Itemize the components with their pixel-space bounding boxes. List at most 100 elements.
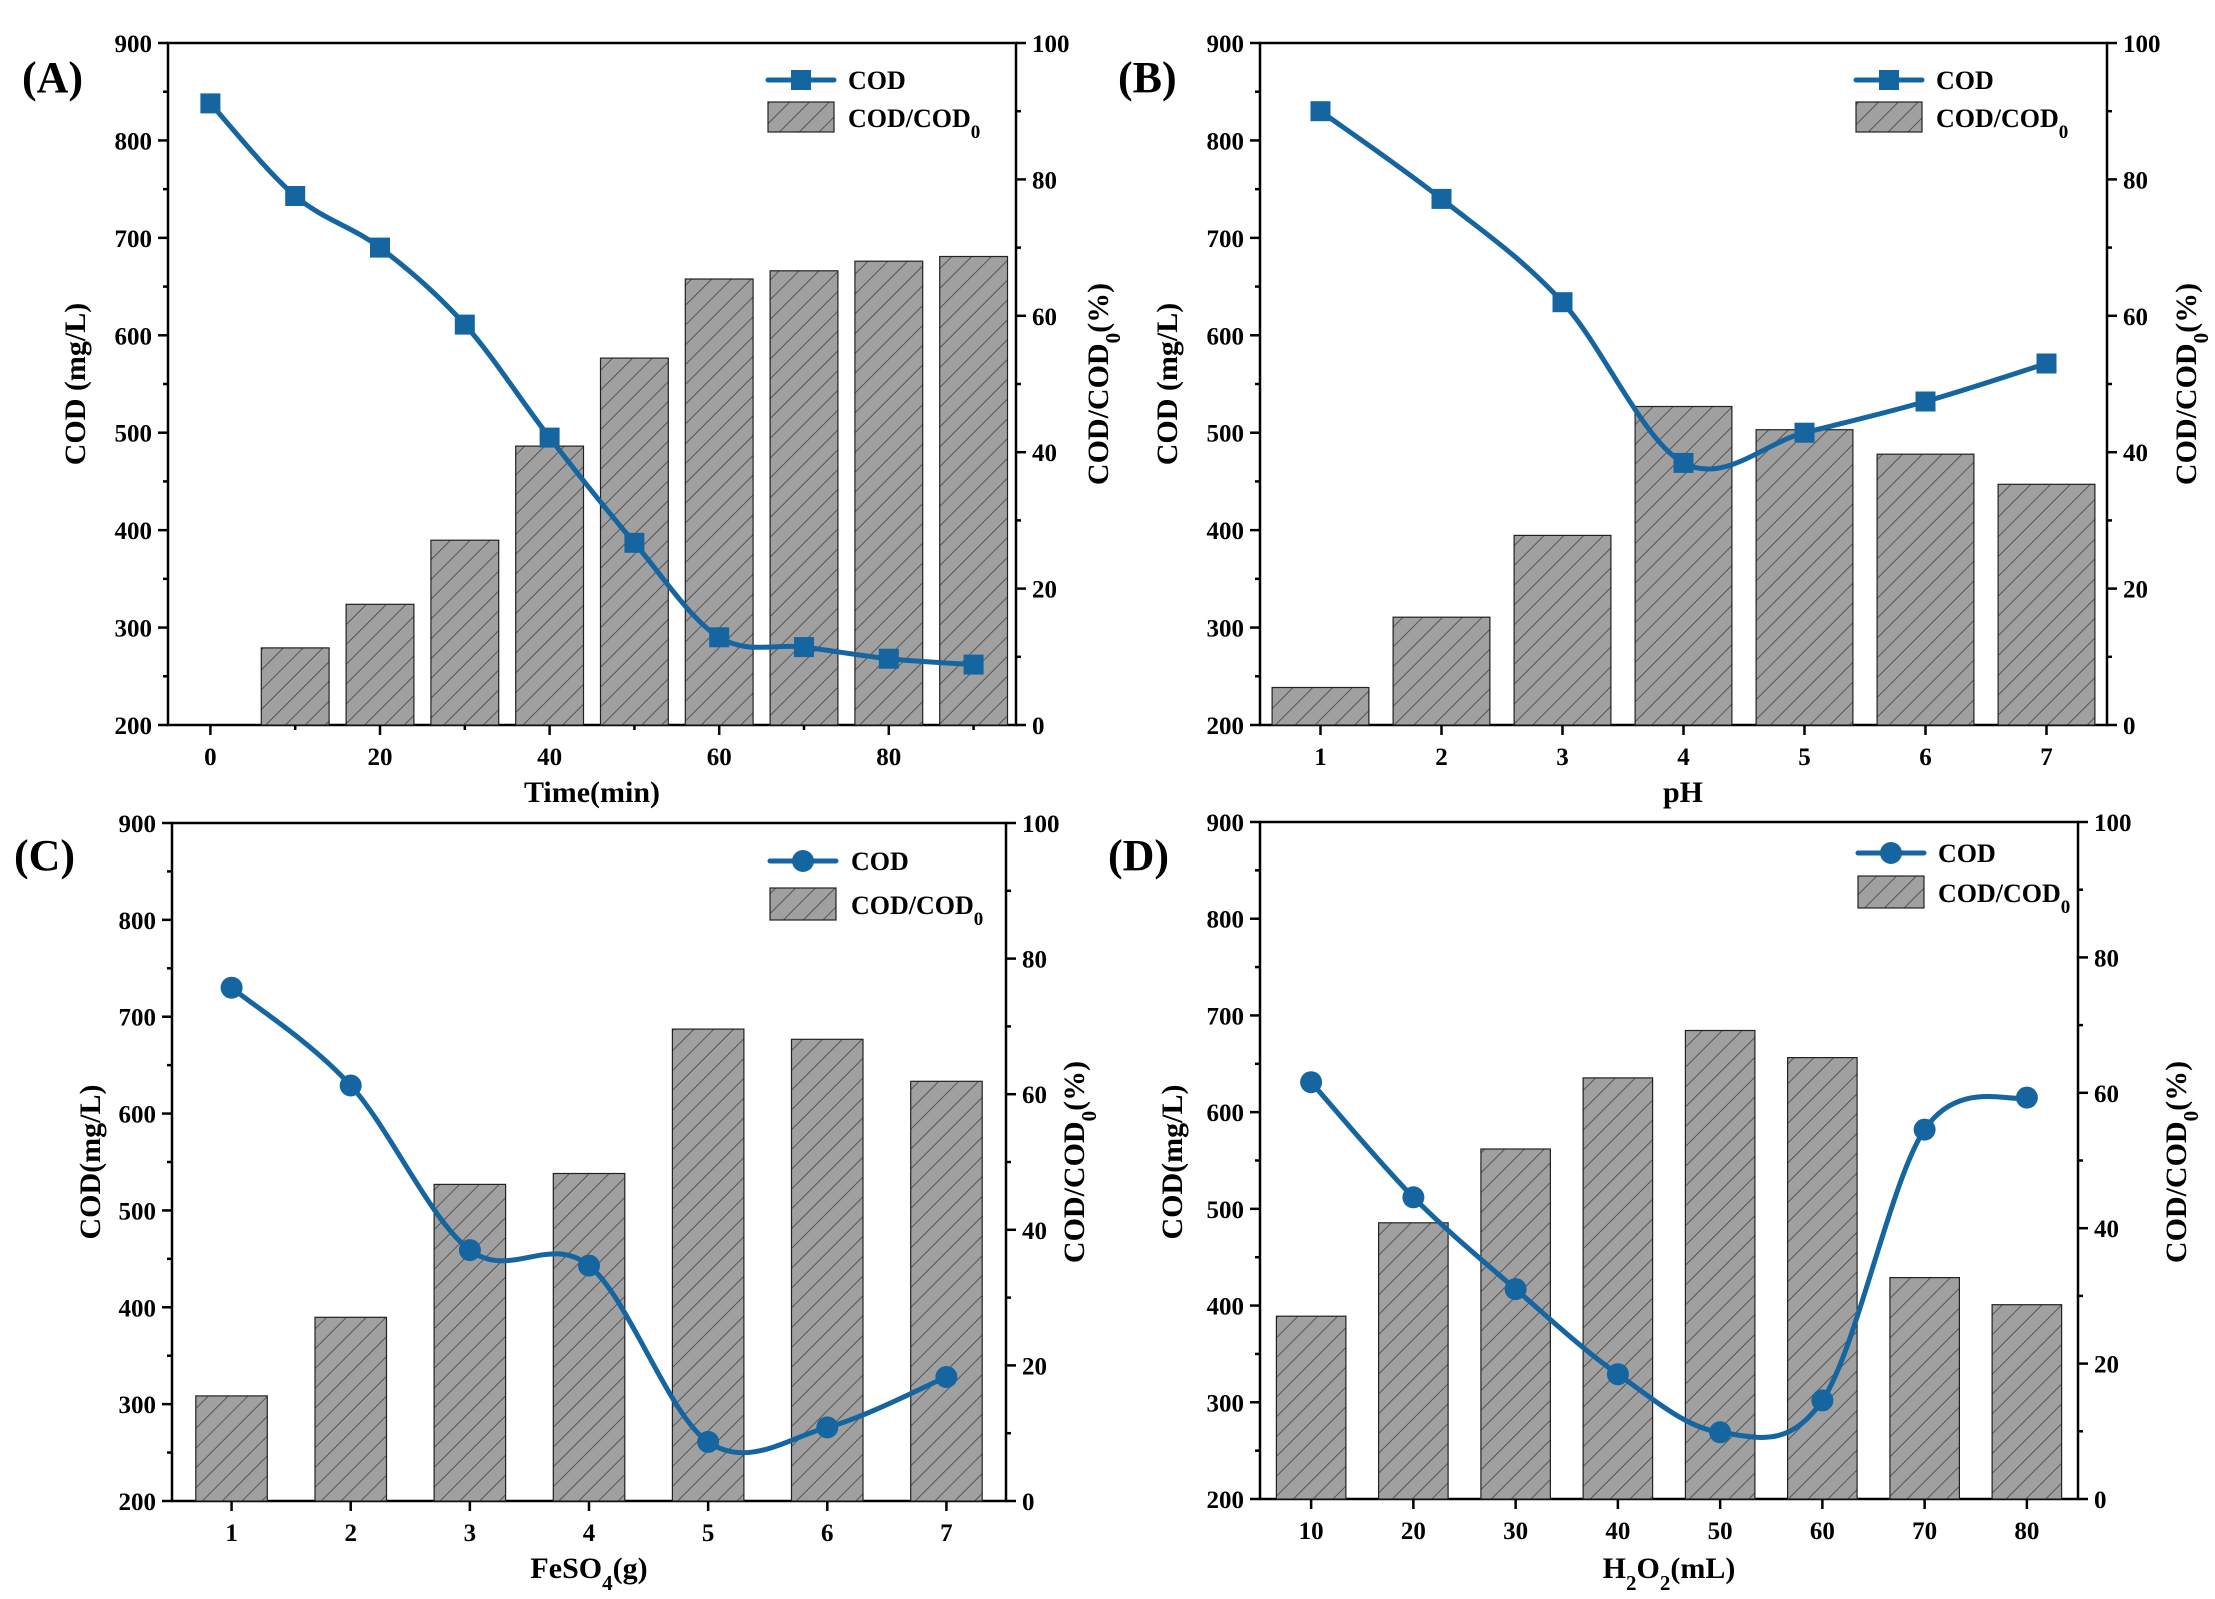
y-left-tick-label: 900 bbox=[115, 31, 153, 58]
bar bbox=[1991, 1304, 2063, 1500]
y-left-tick-label: 300 bbox=[119, 1392, 157, 1419]
bar bbox=[314, 1316, 388, 1502]
x-tick-label: 60 bbox=[1810, 1518, 1835, 1545]
legend-label-ratio: COD/COD0 bbox=[1936, 104, 2068, 143]
y-right-tick-label: 100 bbox=[2094, 810, 2132, 837]
legend-label-ratio: COD/COD0 bbox=[848, 104, 980, 143]
bar bbox=[552, 1172, 626, 1502]
y-right-tick-label: 80 bbox=[2094, 945, 2119, 972]
x-tick-label: 3 bbox=[1556, 744, 1569, 771]
bar bbox=[684, 278, 754, 726]
bar bbox=[1997, 483, 2096, 726]
y-right-tick-label: 20 bbox=[2094, 1352, 2119, 1379]
legend: COD COD/COD0 bbox=[1853, 66, 2068, 143]
panel-letter: (B) bbox=[1118, 53, 1177, 102]
bar bbox=[345, 603, 415, 726]
line-layer bbox=[220, 976, 958, 1456]
y-left-tick-label: 300 bbox=[1207, 616, 1245, 643]
x-tick-label: 10 bbox=[1299, 1518, 1324, 1545]
y-left-tick-label: 500 bbox=[115, 421, 153, 448]
y-right-tick-label: 20 bbox=[2123, 577, 2148, 604]
y-right-tick-label: 0 bbox=[2094, 1487, 2107, 1514]
y-left-tick-label: 400 bbox=[1207, 518, 1245, 545]
y-right-tick-label: 60 bbox=[1022, 1082, 1047, 1109]
line-layer bbox=[200, 93, 984, 675]
legend-marker bbox=[1879, 70, 1899, 90]
bar bbox=[1513, 534, 1612, 726]
bar bbox=[1275, 1315, 1347, 1500]
y-left-tick-label: 800 bbox=[119, 908, 157, 935]
bar bbox=[671, 1028, 745, 1502]
y-right-tick-label: 0 bbox=[1032, 713, 1045, 740]
cod-point bbox=[816, 1416, 839, 1439]
y-left-tick-label: 400 bbox=[119, 1295, 157, 1322]
bar bbox=[433, 1183, 507, 1502]
y-axis-left-label: COD(mg/L) bbox=[1156, 1085, 1189, 1240]
cod-point bbox=[1913, 1118, 1936, 1141]
legend-label-ratio: COD/COD0 bbox=[851, 891, 983, 930]
y-left-tick-label: 200 bbox=[1207, 1487, 1245, 1514]
cod-point bbox=[624, 532, 645, 553]
y-right-tick-label: 40 bbox=[2123, 440, 2148, 467]
bars-layer bbox=[1271, 405, 2096, 726]
cod-point bbox=[697, 1430, 720, 1453]
axes-layer: 200 300 400 500 600 700 800 900 0 20 40 60 80 100 1 2 3 4… bbox=[119, 811, 1060, 1547]
cod-line bbox=[1308, 1079, 2030, 1440]
panel-a: (A) 200300400500600700800900020406080100… bbox=[22, 31, 1125, 809]
cod-point bbox=[1811, 1389, 1834, 1412]
y-right-tick-label: 100 bbox=[2123, 31, 2161, 58]
y-left-tick-label: 200 bbox=[115, 713, 153, 740]
cod-point bbox=[1606, 1363, 1629, 1386]
x-tick-label: 80 bbox=[2014, 1518, 2039, 1545]
y-left-tick-label: 500 bbox=[1207, 1197, 1245, 1224]
y-left-tick-label: 900 bbox=[1207, 31, 1245, 58]
legend-bar-swatch bbox=[1857, 875, 1925, 909]
y-right-tick-label: 60 bbox=[2123, 304, 2148, 331]
x-tick-label: 7 bbox=[940, 1520, 953, 1547]
legend-label-ratio: COD/COD0 bbox=[1938, 879, 2070, 918]
y-axis-right-label: COD/COD0(%) bbox=[2170, 283, 2213, 485]
y-left-tick-label: 700 bbox=[119, 1005, 157, 1032]
panel-letter: (A) bbox=[22, 53, 83, 102]
legend: COD COD/COD0 bbox=[1855, 839, 2070, 918]
cod-point bbox=[1709, 1421, 1732, 1444]
bar bbox=[939, 255, 1009, 726]
legend-bar-swatch bbox=[767, 101, 835, 133]
cod-point bbox=[1300, 1071, 1323, 1094]
axes-layer: 200 300 400 500 600 700 800 900 0 20 40 60 80 100 10 20… bbox=[1207, 810, 2132, 1545]
y-left-tick-label: 800 bbox=[115, 128, 153, 155]
y-axis-right-label: COD/COD0(%) bbox=[1082, 283, 1125, 485]
cod-point bbox=[578, 1254, 600, 1277]
panel-letter: (D) bbox=[1108, 831, 1169, 880]
line-layer bbox=[1310, 101, 2057, 473]
axes-layer: 200 300 400 500 600 700 800 900 0 20 40 60 80 100 1 2 3 4… bbox=[1207, 31, 2161, 771]
y-left-tick-label: 700 bbox=[1207, 1003, 1245, 1030]
cod-line bbox=[207, 100, 977, 668]
legend-label-cod: COD bbox=[851, 847, 909, 876]
y-right-tick-label: 60 bbox=[2094, 1081, 2119, 1108]
y-right-tick-label: 80 bbox=[2123, 167, 2148, 194]
bar bbox=[1889, 1276, 1961, 1500]
cod-point bbox=[1794, 422, 1815, 443]
bar bbox=[910, 1080, 983, 1502]
x-tick-label: 5 bbox=[1798, 744, 1811, 771]
bar bbox=[1271, 686, 1370, 726]
legend-marker bbox=[791, 70, 811, 90]
bar bbox=[430, 539, 500, 726]
x-tick-label: 80 bbox=[876, 744, 901, 771]
y-left-tick-label: 600 bbox=[1207, 323, 1245, 350]
bar bbox=[260, 647, 330, 726]
y-right-tick-label: 60 bbox=[1032, 304, 1057, 331]
cod-point bbox=[1915, 391, 1936, 412]
legend-bar-swatch bbox=[769, 887, 837, 921]
x-tick-label: 20 bbox=[368, 744, 393, 771]
cod-point bbox=[200, 93, 221, 114]
bar bbox=[1480, 1148, 1552, 1500]
cod-point bbox=[539, 427, 560, 448]
y-right-tick-label: 40 bbox=[1022, 1218, 1047, 1245]
legend-label-cod: COD bbox=[1936, 66, 1994, 95]
panel-d: (D) 200 300 400 500 600 700 800 900 0 20 40 60 80 100… bbox=[1108, 810, 2203, 1595]
x-tick-label: 6 bbox=[1919, 744, 1932, 771]
bar bbox=[1876, 453, 1975, 726]
cod-point bbox=[1402, 1186, 1425, 1209]
